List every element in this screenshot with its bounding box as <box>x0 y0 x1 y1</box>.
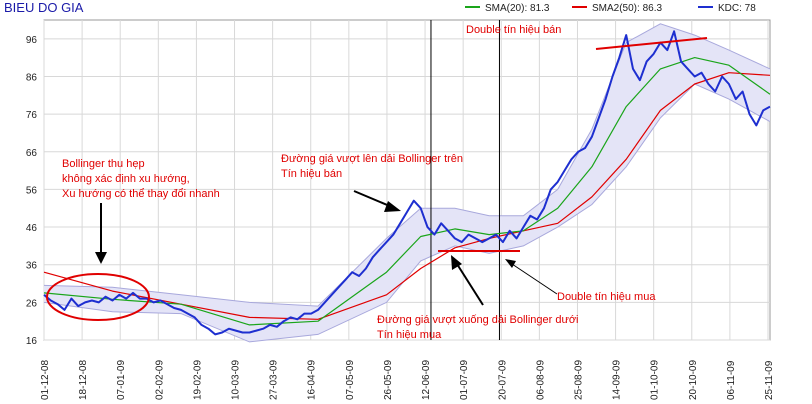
x-tick-label: 26-05-09 <box>383 360 394 400</box>
legend-sma20: SMA(20): 81.3 <box>485 3 550 14</box>
x-tick-label: 20-07-09 <box>497 360 508 400</box>
x-tick-label: 20-10-09 <box>688 360 699 400</box>
y-tick-label: 96 <box>26 35 38 46</box>
legend-sma50: SMA2(50): 86.3 <box>592 3 662 14</box>
y-tick-label: 66 <box>26 148 38 159</box>
arrow-narrow-band <box>95 203 107 264</box>
x-tick-label: 27-03-09 <box>269 360 280 400</box>
x-tick-label: 01-07-09 <box>459 360 470 400</box>
x-tick-label: 14-09-09 <box>612 360 623 400</box>
x-tick-label: 16-04-09 <box>307 360 318 400</box>
annotation-double-sell: Double tín hiệu bán <box>466 24 561 36</box>
annotation-upper-band-sell: Đường giá vượt lên dải Bollinger trên Tí… <box>281 153 466 180</box>
y-tick-label: 76 <box>26 110 38 121</box>
x-tick-label: 07-05-09 <box>345 360 356 400</box>
annotation-layer: Bollinger thu hẹp không xác định xu hướn… <box>46 24 708 341</box>
x-tick-label: 02-02-09 <box>154 360 165 400</box>
arrow-lower-band <box>451 255 484 306</box>
x-tick-label: 25-08-09 <box>573 360 584 400</box>
arrow-upper-band <box>353 190 401 212</box>
narrow-band-oval <box>46 273 150 321</box>
plot-area: 16 26 36 46 56 66 76 86 96 01-12-08 18-12-08 07-01-… <box>26 19 775 400</box>
bollinger-band-fill <box>44 23 770 342</box>
x-tick-label: 10-03-09 <box>231 360 242 400</box>
y-tick-label: 86 <box>26 72 38 83</box>
x-tick-label: 06-11-09 <box>726 360 737 400</box>
x-tick-label: 12-06-09 <box>421 360 432 400</box>
kdc-price-line <box>43 30 771 336</box>
bollinger-lower-band <box>43 83 771 343</box>
x-tick-label: 25-11-09 <box>764 360 775 400</box>
chart-title: BIEU DO GIA <box>4 0 84 15</box>
y-tick-label: 56 <box>26 185 38 196</box>
chart-legend: SMA(20): 81.3 SMA2(50): 86.3 KDC: 78 <box>465 3 756 14</box>
legend-kdc: KDC: 78 <box>718 3 756 14</box>
x-tick-label: 19-02-09 <box>192 360 203 400</box>
sma20-line <box>43 57 771 326</box>
bollinger-upper-band <box>43 23 771 307</box>
y-tick-label: 46 <box>26 223 38 234</box>
annotation-lower-band-buy: Đường giá vượt xuống dải Bollinger dưới … <box>377 314 582 341</box>
double-sell-resistance-line <box>595 37 708 50</box>
x-tick-label: 06-08-09 <box>535 360 546 400</box>
annotation-bollinger-narrow: Bollinger thu hẹp không xác định xu hướn… <box>62 158 220 200</box>
y-tick-label: 16 <box>26 336 38 347</box>
annotation-double-buy: Double tín hiệu mua <box>557 291 656 303</box>
x-tick-label: 07-01-09 <box>116 360 127 400</box>
y-tick-label: 36 <box>26 261 38 272</box>
x-tick-label: 01-12-08 <box>40 360 51 400</box>
arrow-double-buy <box>505 259 558 295</box>
y-tick-label: 26 <box>26 298 38 309</box>
x-tick-label: 01-10-09 <box>650 360 661 400</box>
x-tick-label: 18-12-08 <box>78 360 89 400</box>
